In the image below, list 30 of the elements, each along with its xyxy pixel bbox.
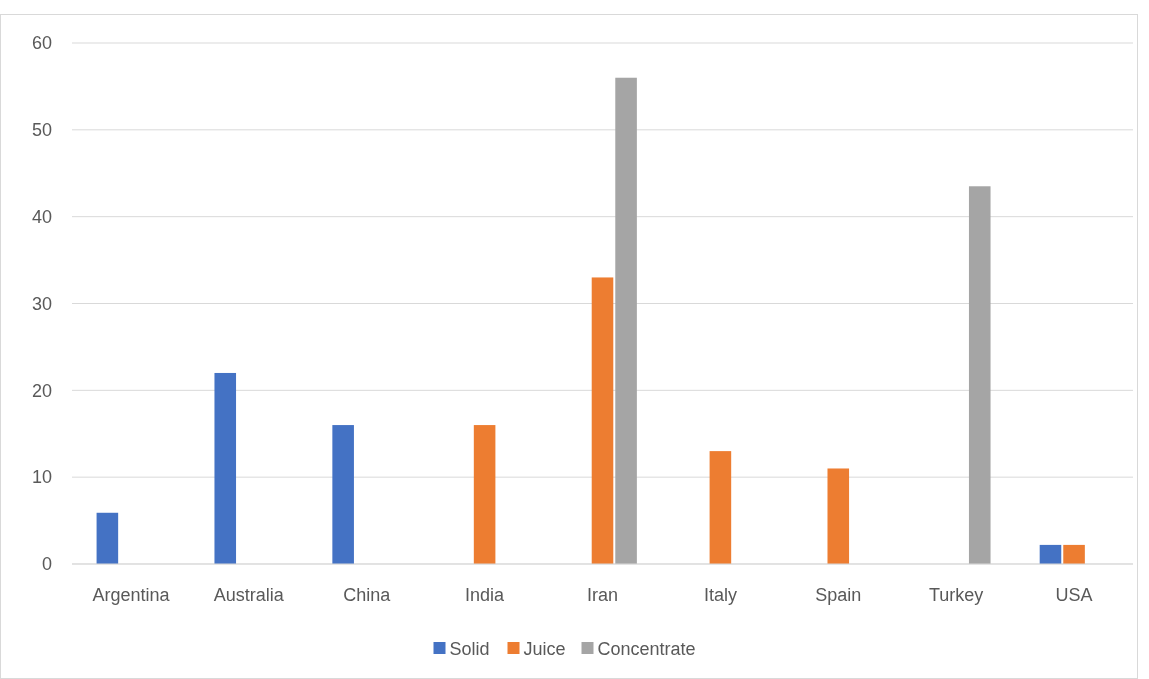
y-tick-label: 40 <box>31 206 52 227</box>
legend-label: Juice <box>523 639 566 660</box>
bar <box>1039 544 1062 564</box>
x-tick-label: Argentina <box>92 585 171 605</box>
x-tick-label: USA <box>1055 585 1093 605</box>
legend-label: Solid <box>449 639 490 660</box>
y-tick-label: 20 <box>31 380 52 401</box>
x-tick-label: Australia <box>213 585 285 605</box>
y-tick-label: 60 <box>31 33 52 54</box>
x-tick-label: India <box>465 585 506 605</box>
x-tick-label: Spain <box>815 585 862 605</box>
x-tick-label: Italy <box>703 585 737 605</box>
x-tick-label: China <box>343 585 392 605</box>
x-tick-label: Iran <box>586 585 619 605</box>
bar <box>591 277 614 564</box>
y-tick-label: 50 <box>31 120 52 141</box>
y-tick-label: 30 <box>31 293 52 314</box>
bar <box>615 77 637 564</box>
bar <box>96 512 119 564</box>
bar <box>214 372 237 564</box>
bar <box>709 451 732 564</box>
x-tick-label: Turkey <box>928 585 984 605</box>
y-tick-label: 0 <box>41 554 52 575</box>
bar <box>332 425 354 564</box>
bar <box>968 186 991 564</box>
bar <box>473 425 496 564</box>
bar <box>1063 544 1085 564</box>
y-tick-label: 10 <box>31 467 52 488</box>
bar <box>827 468 850 564</box>
legend-label: Concentrate <box>597 639 696 660</box>
